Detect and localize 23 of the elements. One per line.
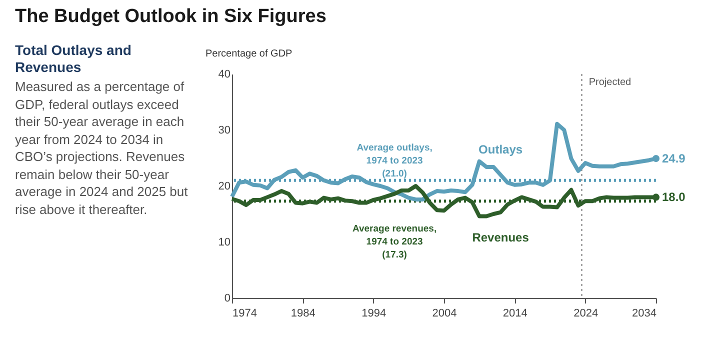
x-tick-label: 2024	[574, 308, 598, 320]
chart-title: The Budget Outlook in Six Figures	[15, 6, 326, 28]
y-tick-label: 10	[218, 236, 230, 248]
x-tick-label: 1984	[290, 308, 316, 320]
x-tick-label: 2004	[432, 308, 457, 320]
x-tick-label: 1994	[362, 308, 386, 320]
ref-line-label: Average revenues, 1974 to 2023 (17.3)	[352, 224, 437, 261]
y-axis-title: Percentage of GDP	[206, 48, 293, 60]
data-label: 24.9	[662, 152, 686, 166]
y-tick-label: 40	[218, 68, 230, 80]
y-tick-label: 0	[224, 292, 230, 304]
y-tick-label: 20	[218, 180, 230, 192]
x-tick-label: 2014	[502, 308, 528, 320]
y-tick-label: 30	[218, 124, 230, 136]
series-label: Revenues	[472, 230, 530, 245]
x-tick-label: 2034	[632, 308, 656, 320]
ref-line-label: Average outlays, 1974 to 2023 (21.0)	[356, 142, 432, 180]
data-label: 18.0	[662, 190, 686, 204]
text: Measured as a percentage of GDP, federal outlays exceed their 50-year average in each year from 2024 to 2034 in CBO’s projections. Revenues remain below their 50-year average in 2024 and 2025 but rise above it thereafter.	[15, 78, 189, 218]
series-label: Outlays	[478, 142, 523, 157]
x-tick-label: 1974	[232, 308, 257, 320]
text: Total Outlays and Revenues	[15, 42, 132, 76]
ref-line-label: Projected	[588, 76, 632, 88]
